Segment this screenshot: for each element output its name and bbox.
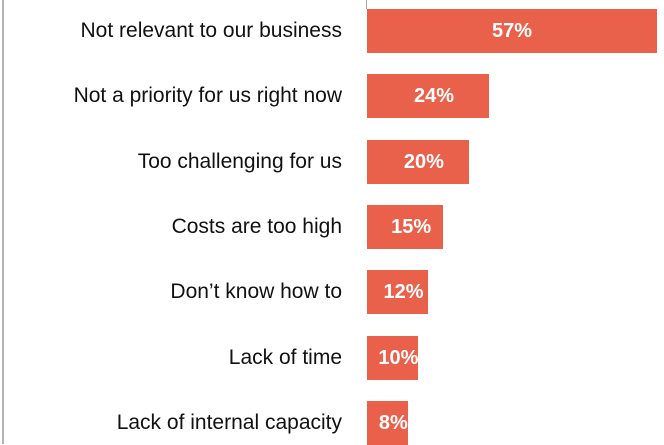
bar: 12% <box>367 270 429 315</box>
value-label: 10% <box>378 346 419 369</box>
value-label: 57% <box>491 20 533 42</box>
frame-edge <box>2 0 4 444</box>
value-label: 20% <box>403 150 444 173</box>
bar: 8% <box>367 400 408 445</box>
category-label: Costs are too high <box>171 214 342 238</box>
value-label: 24% <box>414 85 455 108</box>
bar: 57% <box>367 9 657 53</box>
axis-line <box>366 0 367 9</box>
category-label: Not a priority for us right now <box>73 84 342 108</box>
category-label: Don’t know how to <box>170 280 342 304</box>
value-label: 8% <box>378 411 408 434</box>
category-label: Too challenging for us <box>137 149 342 173</box>
bar: 15% <box>367 204 444 249</box>
category-label: Lack of internal capacity <box>116 410 342 434</box>
value-label: 12% <box>383 281 424 304</box>
category-label: Not relevant to our business <box>80 19 342 42</box>
category-label: Lack of time <box>228 345 342 369</box>
bar: 10% <box>367 335 419 380</box>
bar: 24% <box>367 74 490 119</box>
value-label: 15% <box>391 215 432 238</box>
bar: 20% <box>367 139 469 184</box>
